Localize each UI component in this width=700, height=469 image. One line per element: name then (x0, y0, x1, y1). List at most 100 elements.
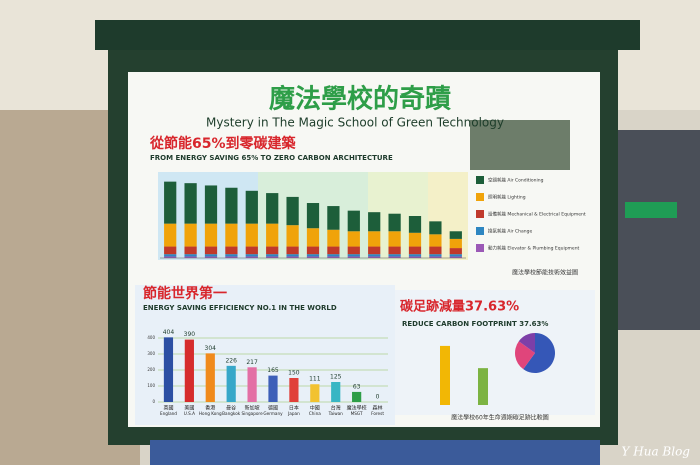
legend-swatch (476, 176, 484, 184)
x-label: England (160, 411, 177, 416)
bar-segment (286, 246, 299, 255)
bar-segment (184, 256, 197, 258)
value-label: 304 (205, 345, 217, 352)
bar-segment (245, 246, 258, 255)
panel-left (135, 285, 395, 425)
bar-segment (225, 246, 238, 255)
title: 魔法學校的奇蹟 (269, 84, 451, 115)
bar-segment (368, 254, 381, 257)
bar-segment (204, 246, 218, 255)
bar-segment (388, 256, 401, 258)
bar-segment (408, 256, 422, 258)
bar-segment (286, 256, 299, 258)
bar-segment (429, 221, 442, 235)
bar-segment (368, 212, 381, 232)
value-label: 111 (309, 376, 321, 383)
panel-right (395, 290, 595, 415)
bar-segment (266, 223, 279, 247)
x-label-zh: 魔法學校 (347, 405, 367, 412)
x-label-zh: 香港 (205, 405, 215, 412)
bar (184, 339, 194, 402)
bar (226, 365, 236, 402)
bar-segment (184, 254, 197, 257)
bar-segment (245, 256, 258, 258)
bar-segment (306, 246, 320, 255)
bar-segment (429, 256, 442, 258)
y-tick-label: 100 (147, 383, 155, 388)
bar-segment (266, 193, 279, 224)
heading-en: ENERGY SAVING EFFICIENCY NO.1 IN THE WOR… (143, 304, 337, 312)
y-tick-label: 400 (147, 335, 155, 340)
x-label-zh: 中國 (310, 405, 320, 412)
x-label-zh: 台灣 (331, 405, 341, 412)
bar-segment (286, 254, 299, 257)
bar-segment (306, 228, 320, 247)
x-label-zh: 德國 (268, 405, 278, 412)
y-tick-label: 0 (152, 399, 155, 404)
bar (289, 378, 299, 402)
bar-segment (368, 246, 381, 255)
pie-slice (515, 341, 535, 370)
bar-segment (204, 256, 218, 258)
x-label-zh: 曼谷 (226, 405, 236, 412)
heading-en: FROM ENERGY SAVING 65% TO ZERO CARBON AR… (150, 154, 393, 162)
bar-segment (347, 231, 360, 247)
bar-segment (327, 256, 340, 258)
bar-segment (266, 246, 279, 255)
legend-swatch (476, 244, 484, 252)
value-label: 390 (184, 331, 196, 338)
bar-segment (347, 210, 360, 232)
bar (478, 368, 488, 405)
caption: 魔法學校節能技術效益圖 (512, 269, 578, 277)
building-photo (470, 120, 570, 170)
bar-segment (286, 196, 299, 226)
bar-segment (164, 254, 177, 257)
heading: 節能世界第一 (143, 285, 227, 302)
bar-segment (429, 254, 442, 257)
heading-en: REDUCE CARBON FOOTPRINT 37.63% (402, 320, 548, 328)
bar (331, 382, 341, 402)
legend-label: 空調耗能 Air Conditioning (488, 177, 544, 184)
bar-segment (347, 254, 360, 257)
bar (268, 375, 278, 402)
value-label: 226 (225, 357, 237, 364)
bar-segment (449, 256, 462, 258)
x-label: Hong Kong (199, 411, 222, 416)
bar-segment (408, 232, 422, 247)
bar-segment (388, 213, 401, 232)
bar-segment (306, 256, 320, 258)
bar (352, 391, 362, 402)
bar (205, 353, 215, 402)
bar-segment (225, 187, 238, 224)
bar-segment (225, 254, 238, 257)
bar-segment (225, 256, 238, 258)
bar-segment (164, 256, 177, 258)
value-label: 404 (163, 329, 175, 336)
legend-label: 動力耗能 Elevator & Plumbing Equipment (488, 245, 580, 252)
bar-segment (245, 254, 258, 257)
bar-segment (449, 238, 462, 249)
x-label-zh: 英國 (163, 405, 173, 412)
bar-segment (306, 203, 320, 229)
bar-segment (429, 246, 442, 255)
bar-segment (184, 183, 197, 224)
value-label: 125 (330, 374, 342, 381)
bar-segment (347, 246, 360, 255)
x-label-zh: 新加坡 (245, 405, 260, 412)
bar-segment (266, 256, 279, 258)
x-label: Germany (263, 411, 283, 416)
bar-segment (184, 246, 197, 255)
value-label: 0 (376, 394, 380, 401)
bar-segment (327, 246, 340, 255)
bar-segment (184, 223, 197, 247)
bar-segment (449, 231, 462, 239)
bar-segment (388, 246, 401, 255)
x-label-zh: 美國 (184, 405, 194, 412)
bar-segment (245, 190, 258, 224)
caption: 魔法學校60年生命週期碳足跡比較圖 (451, 414, 549, 422)
legend-swatch (476, 227, 484, 235)
x-label: Taiwan (328, 411, 344, 416)
bar-segment (204, 254, 218, 257)
bar-segment (164, 246, 177, 255)
